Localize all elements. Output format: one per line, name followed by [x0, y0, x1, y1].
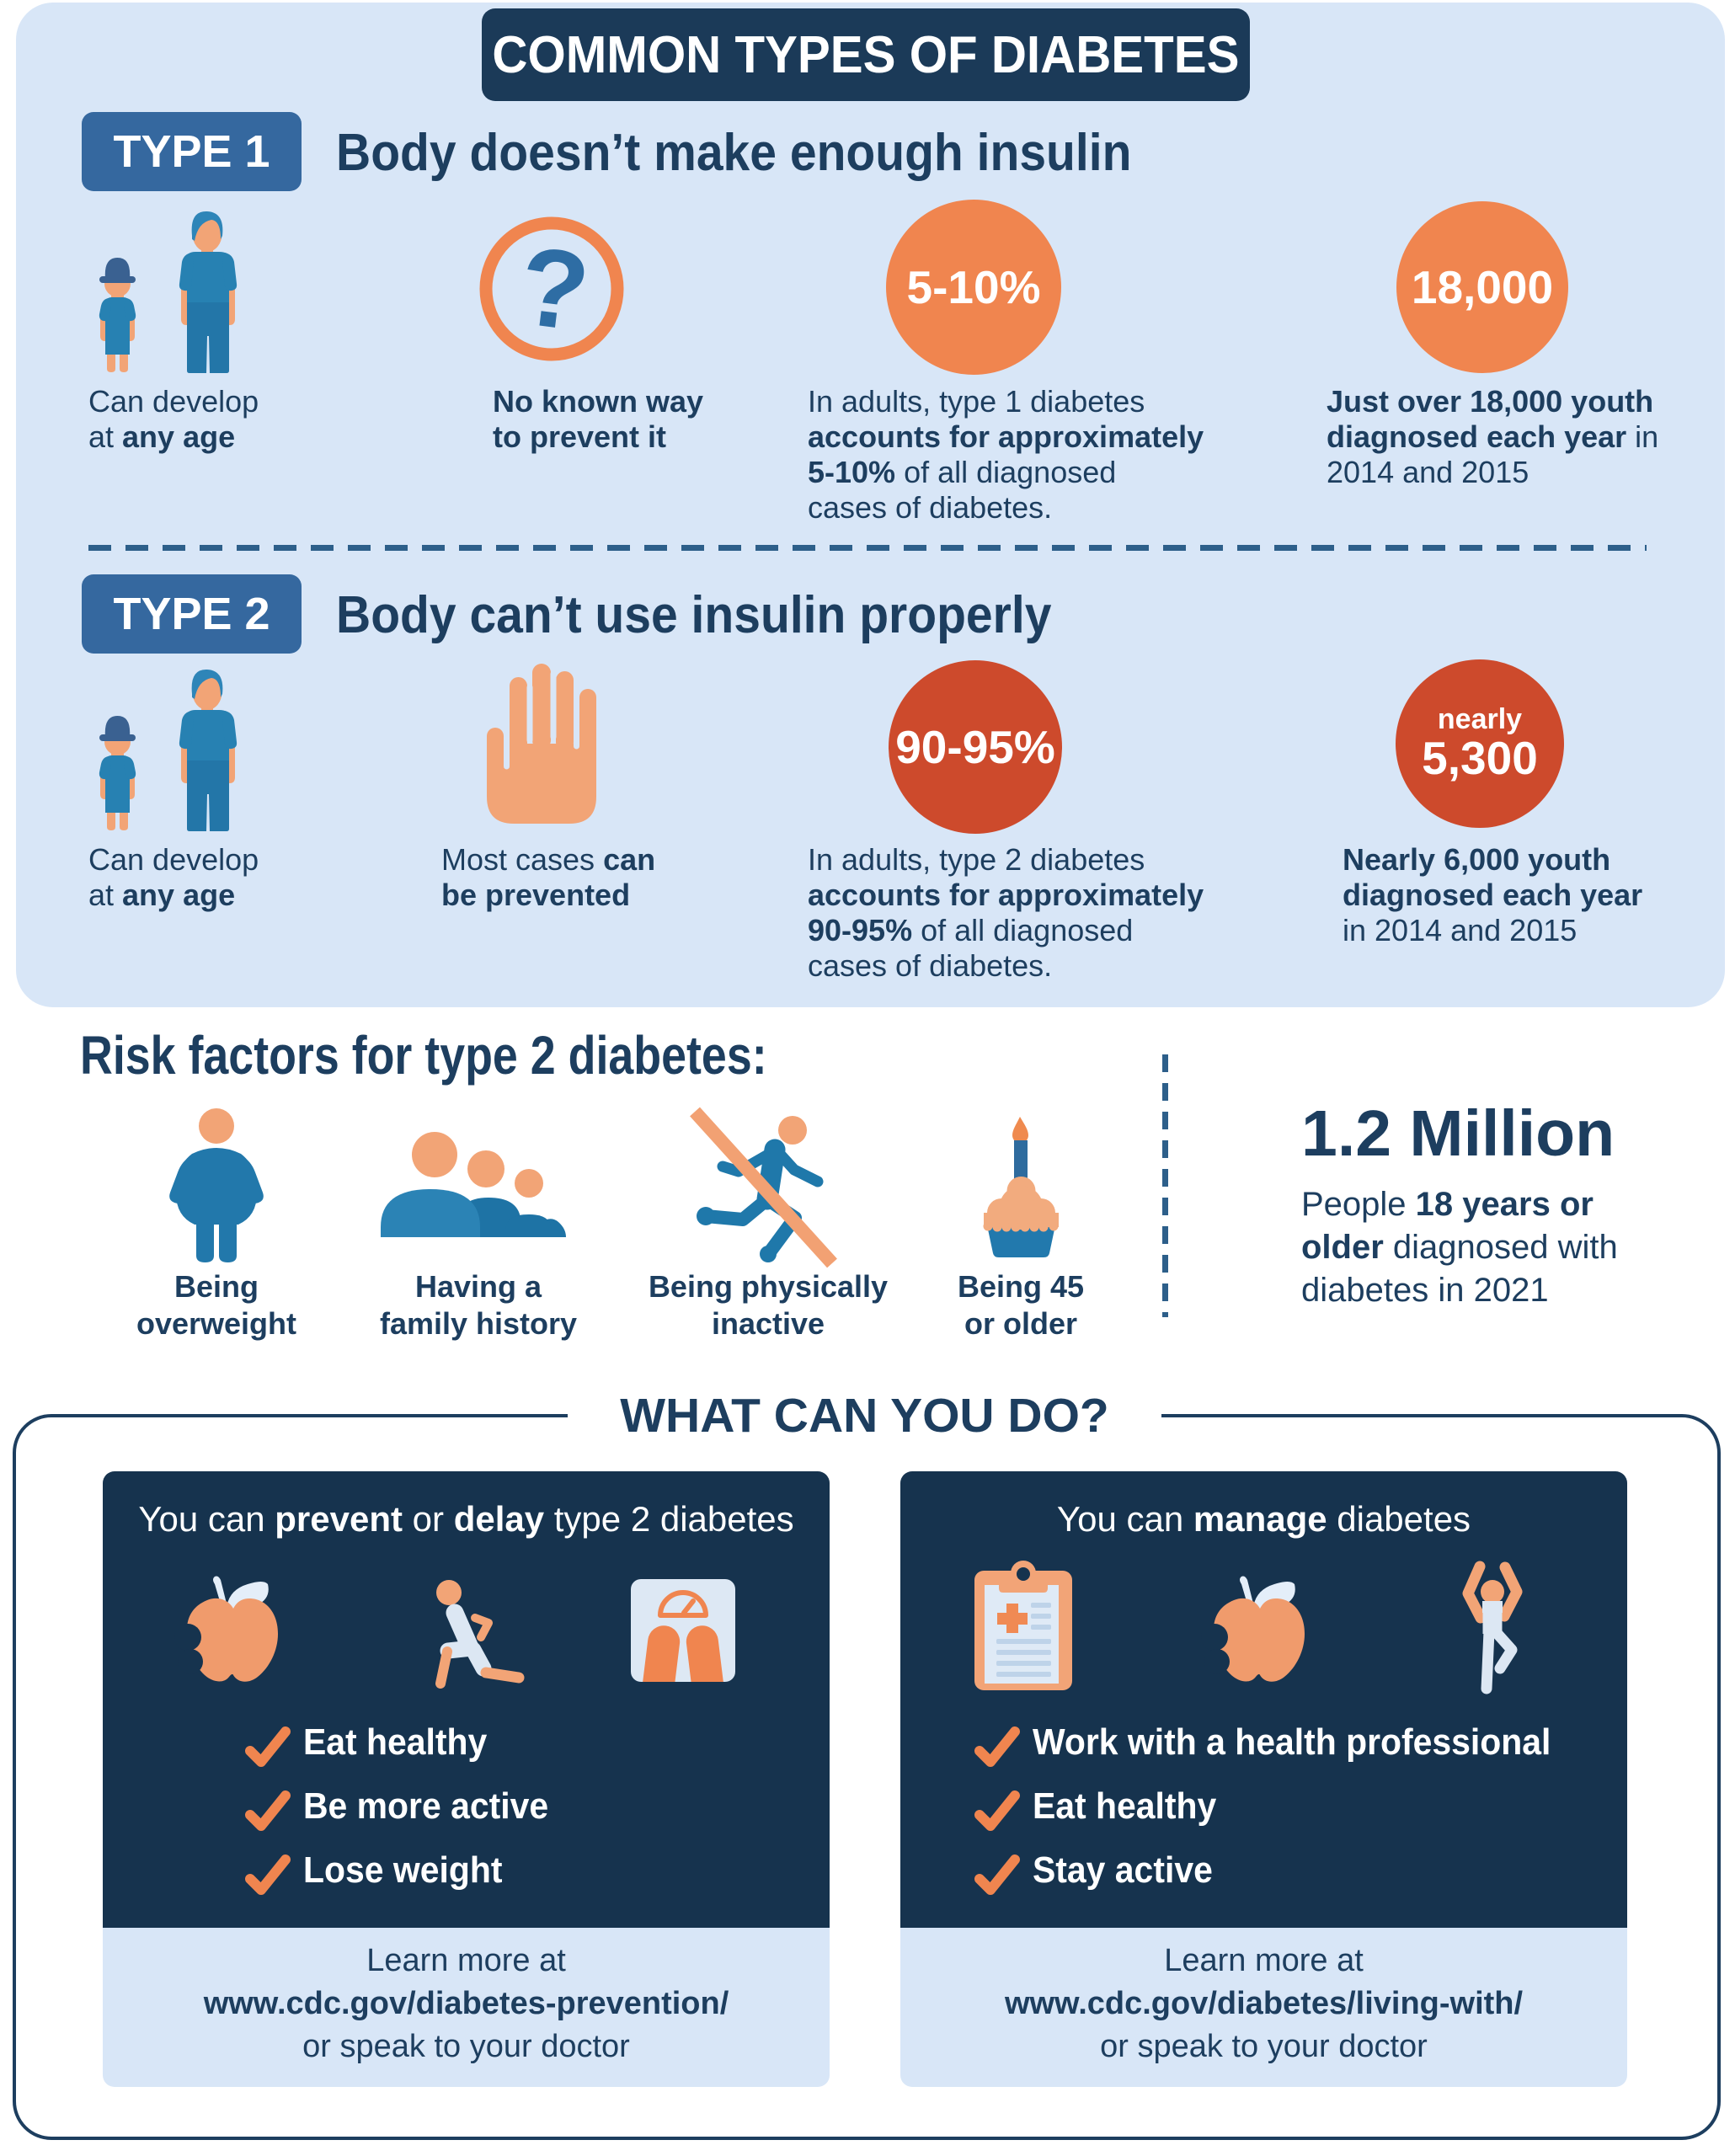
svg-text:?: ? [513, 223, 595, 355]
